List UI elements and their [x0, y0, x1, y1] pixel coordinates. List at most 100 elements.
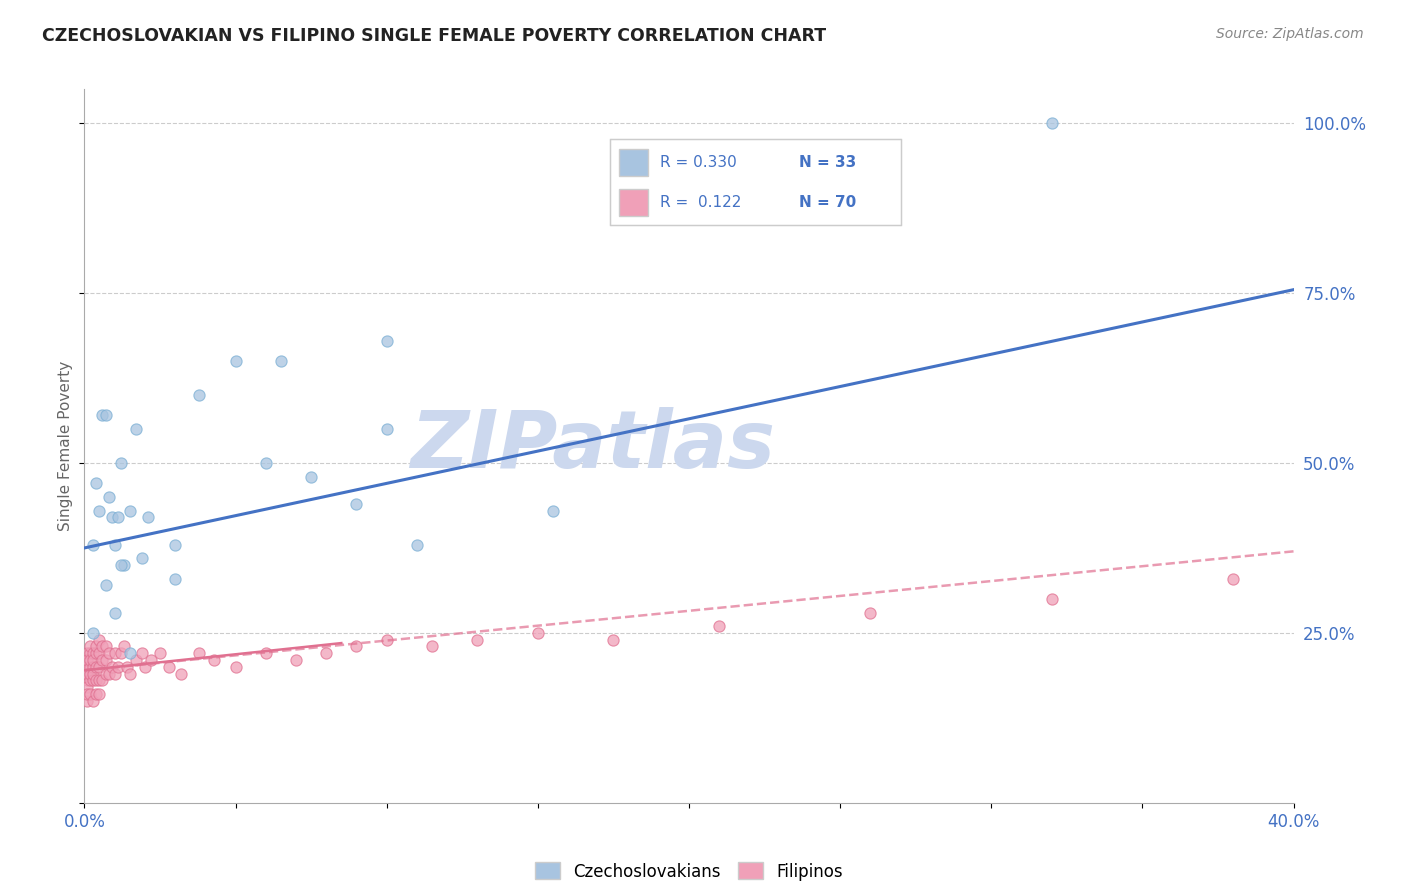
Point	[86, 646, 108, 660]
Point	[299, 469, 322, 483]
Point	[76, 653, 98, 667]
Point	[254, 646, 277, 660]
Point	[94, 666, 117, 681]
Point	[1222, 572, 1244, 586]
Point	[82, 666, 104, 681]
Point	[115, 660, 138, 674]
Point	[346, 497, 368, 511]
Point	[107, 660, 129, 674]
Point	[79, 666, 101, 681]
Point	[100, 660, 122, 674]
Point	[91, 673, 114, 688]
Point	[527, 626, 550, 640]
Point	[170, 666, 193, 681]
Point	[82, 660, 104, 674]
Point	[100, 510, 122, 524]
Point	[104, 646, 127, 660]
Point	[94, 578, 117, 592]
Point	[76, 666, 98, 681]
Point	[375, 632, 398, 647]
Point	[104, 537, 127, 551]
Point	[202, 653, 225, 667]
Point	[1040, 116, 1063, 130]
Point	[110, 456, 132, 470]
Point	[112, 558, 135, 572]
Point	[82, 646, 104, 660]
Point	[76, 694, 98, 708]
Point	[118, 646, 141, 660]
Point	[225, 660, 247, 674]
Point	[165, 572, 187, 586]
Point	[97, 646, 120, 660]
Point	[79, 660, 101, 674]
Point	[1040, 591, 1063, 606]
Point	[375, 422, 398, 436]
Point	[709, 619, 731, 633]
Text: CZECHOSLOVAKIAN VS FILIPINO SINGLE FEMALE POVERTY CORRELATION CHART: CZECHOSLOVAKIAN VS FILIPINO SINGLE FEMAL…	[42, 27, 827, 45]
Point	[86, 673, 108, 688]
Point	[125, 653, 148, 667]
Point	[76, 673, 98, 688]
Point	[125, 422, 148, 436]
Point	[97, 666, 120, 681]
Point	[79, 687, 101, 701]
Point	[118, 503, 141, 517]
Point	[82, 626, 104, 640]
Text: Source: ZipAtlas.com: Source: ZipAtlas.com	[1216, 27, 1364, 41]
Point	[86, 660, 108, 674]
Point	[82, 653, 104, 667]
Point	[110, 558, 132, 572]
Point	[149, 646, 172, 660]
Point	[89, 646, 111, 660]
Point	[79, 653, 101, 667]
Point	[541, 503, 564, 517]
Point	[104, 606, 127, 620]
Point	[406, 537, 429, 551]
Point	[82, 694, 104, 708]
Point	[157, 660, 180, 674]
Point	[315, 646, 337, 660]
Point	[859, 606, 882, 620]
Point	[94, 640, 117, 654]
Point	[94, 653, 117, 667]
Point	[76, 680, 98, 694]
Legend: Czechoslovakians, Filipinos: Czechoslovakians, Filipinos	[529, 855, 849, 888]
Point	[91, 653, 114, 667]
Point	[94, 409, 117, 423]
Point	[76, 646, 98, 660]
Point	[89, 632, 111, 647]
Point	[89, 503, 111, 517]
Text: ZIPatlas: ZIPatlas	[409, 407, 775, 485]
Point	[79, 673, 101, 688]
Point	[76, 660, 98, 674]
Point	[375, 334, 398, 348]
Point	[89, 673, 111, 688]
Point	[112, 640, 135, 654]
Point	[165, 537, 187, 551]
Point	[270, 354, 292, 368]
Point	[188, 646, 211, 660]
Point	[254, 456, 277, 470]
Point	[139, 653, 162, 667]
Point	[79, 646, 101, 660]
Point	[82, 537, 104, 551]
Point	[131, 646, 153, 660]
Point	[110, 646, 132, 660]
Point	[86, 640, 108, 654]
Point	[136, 510, 159, 524]
Point	[285, 653, 308, 667]
Point	[91, 409, 114, 423]
Point	[467, 632, 489, 647]
Point	[131, 551, 153, 566]
Point	[86, 476, 108, 491]
Y-axis label: Single Female Poverty: Single Female Poverty	[58, 361, 73, 531]
Point	[76, 687, 98, 701]
Point	[188, 388, 211, 402]
Point	[89, 687, 111, 701]
Point	[89, 660, 111, 674]
Point	[346, 640, 368, 654]
Point	[225, 354, 247, 368]
Point	[107, 510, 129, 524]
Point	[104, 666, 127, 681]
Point	[97, 490, 120, 504]
